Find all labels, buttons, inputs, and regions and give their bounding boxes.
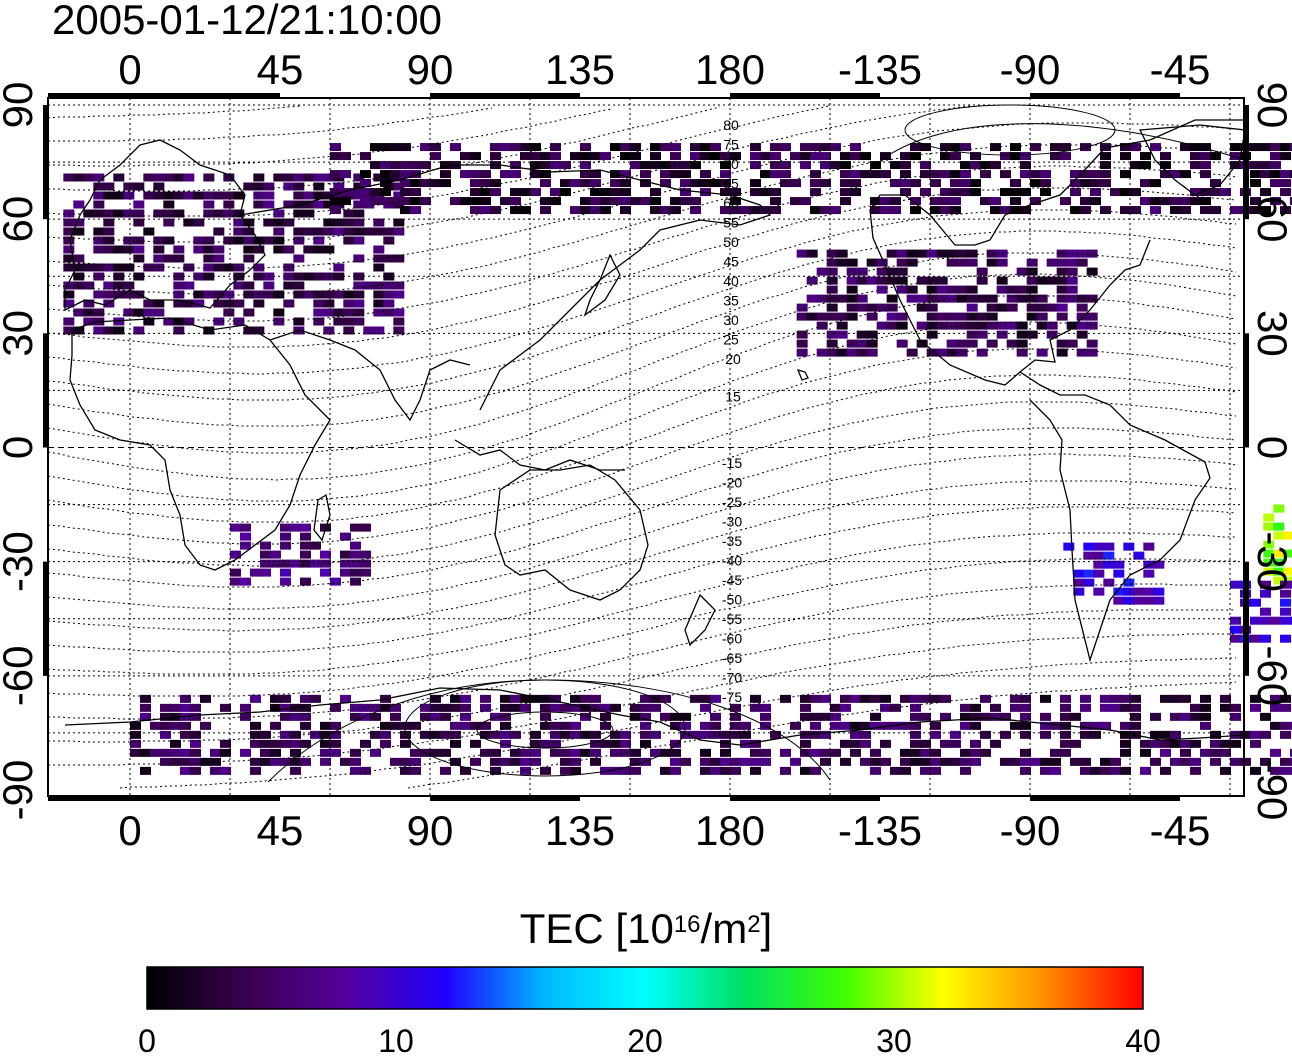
y-tick-label-right: -60 — [1249, 645, 1292, 706]
contour-label: 30 — [723, 312, 739, 328]
colorbar-title: TEC [1016/m2] — [519, 905, 773, 952]
x-tick-label-bottom: -90 — [1000, 807, 1061, 854]
contour-label: 60 — [723, 195, 739, 211]
axis-ticks: 0045459090135135180180-135-135-90-90-45-… — [0, 46, 1292, 854]
coastline-antarctica — [64, 687, 1246, 746]
contour-label: 45 — [723, 254, 739, 270]
magnetic-latitude-lines — [47, 105, 1237, 789]
contour-label: 15 — [725, 389, 741, 405]
coastline-north-america — [869, 119, 1245, 386]
x-tick-label-top: 90 — [407, 46, 454, 93]
y-tick-label-left: 90 — [0, 82, 41, 129]
contour-label: 20 — [725, 351, 741, 367]
coastline-australia — [494, 464, 649, 601]
y-tick-label-left: 30 — [0, 310, 41, 357]
coastline-africa — [69, 317, 331, 571]
coastline-asia-north — [239, 164, 772, 411]
coastline-arabia-india — [269, 329, 471, 422]
tec-region — [330, 143, 1292, 215]
contour-label: 25 — [723, 332, 739, 348]
contour-label: 80 — [723, 117, 739, 133]
x-tick-label-top: -45 — [1150, 46, 1211, 93]
contour-label: -25 — [722, 494, 742, 510]
y-tick-label-left: -90 — [0, 760, 41, 821]
tec-region — [1063, 542, 1165, 605]
tec-region — [796, 249, 1098, 357]
contour-label: 65 — [723, 176, 739, 192]
contour-south-outer — [267, 679, 831, 783]
contour-label: 35 — [723, 293, 739, 309]
contours — [267, 104, 1246, 783]
x-tick-label-top: 180 — [695, 46, 765, 93]
coastline-south-america — [1019, 371, 1211, 663]
y-tick-label-right: -30 — [1249, 531, 1292, 592]
contour-label: -70 — [722, 670, 742, 686]
x-tick-label-bottom: 90 — [407, 807, 454, 854]
tec-region — [1263, 504, 1292, 585]
x-tick-label-top: -90 — [1000, 46, 1061, 93]
x-tick-label-bottom: 45 — [257, 807, 304, 854]
coastline-greenland — [1138, 124, 1246, 196]
x-tick-label-bottom: 135 — [545, 807, 615, 854]
contour-label: 40 — [723, 273, 739, 289]
contour-label: -50 — [722, 592, 742, 608]
contour-label: -65 — [722, 650, 742, 666]
x-tick-label-bottom: 180 — [695, 807, 765, 854]
y-tick-label-left: 0 — [0, 436, 41, 459]
map-frame — [43, 93, 1249, 801]
contour-label: -60 — [722, 631, 742, 647]
y-tick-label-left: -60 — [0, 645, 41, 706]
contour-label: 50 — [723, 234, 739, 250]
coastline-japan — [583, 253, 621, 317]
contour-label: -35 — [722, 533, 742, 549]
x-tick-label-bottom: -45 — [1150, 807, 1211, 854]
y-tick-label-right: 90 — [1249, 82, 1292, 129]
y-tick-label-left: 60 — [0, 196, 41, 243]
contour-label: -20 — [722, 475, 742, 491]
contour-label: 70 — [723, 156, 739, 172]
y-tick-label-right: -90 — [1249, 760, 1292, 821]
tec-region — [63, 173, 405, 335]
tec-region — [130, 694, 1292, 775]
contour-label: -75 — [722, 689, 742, 705]
y-tick-label-right: 0 — [1249, 436, 1292, 459]
contour-label: 55 — [723, 215, 739, 231]
tec-data-layer — [63, 143, 1292, 775]
contour-label: 75 — [723, 137, 739, 153]
contour-label: -55 — [722, 611, 742, 627]
y-tick-label-right: 30 — [1249, 310, 1292, 357]
tec-region — [230, 523, 371, 586]
contour-label: -45 — [722, 572, 742, 588]
contour-label: -15 — [722, 455, 742, 471]
coastline-hawaii — [796, 369, 809, 381]
contour-south-pole — [476, 711, 614, 749]
map-title: 2005-01-12/21:10:00 — [52, 0, 442, 43]
x-tick-label-bottom: 0 — [118, 807, 141, 854]
coastline-madagascar — [313, 493, 331, 542]
coastline-new-zealand — [684, 593, 716, 647]
x-tick-label-top: 0 — [118, 46, 141, 93]
x-tick-label-bottom: -135 — [838, 807, 922, 854]
x-tick-label-top: 45 — [257, 46, 304, 93]
y-tick-label-right: 60 — [1249, 196, 1292, 243]
contour-labels: 80 75 70 65 60 55 50 45 40 35 30 25 20 15 -15 -20 -25 -30… — [722, 117, 742, 705]
contour-label: -40 — [722, 553, 742, 569]
y-tick-label-left: -30 — [0, 531, 41, 592]
contour-label: -30 — [722, 514, 742, 530]
coastline-europe — [64, 139, 266, 312]
x-tick-label-top: 135 — [545, 46, 615, 93]
x-tick-label-top: -135 — [838, 46, 922, 93]
